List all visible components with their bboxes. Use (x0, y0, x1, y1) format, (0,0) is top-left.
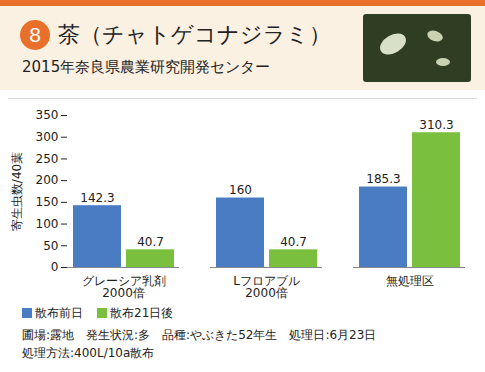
svg-text:185.3: 185.3 (366, 172, 400, 186)
svg-text:グレーシア乳剤2000倍: グレーシア乳剤2000倍 (82, 274, 166, 300)
svg-text:160: 160 (229, 183, 252, 197)
svg-text:250: 250 (36, 152, 59, 166)
svg-text:0: 0 (51, 260, 59, 274)
svg-text:50: 50 (43, 239, 58, 253)
html-text:処理方法:400L/10a散布: 処理方法:400L/10a散布 (22, 346, 155, 360)
html-text:8: 8 (29, 23, 41, 46)
svg-text:寄生虫数/40葉: 寄生虫数/40葉 (10, 152, 24, 231)
svg-text:40.7: 40.7 (280, 235, 307, 249)
svg-text:Lフロアブル2000倍: Lフロアブル2000倍 (233, 274, 300, 300)
svg-text:142.3: 142.3 (80, 191, 114, 205)
svg-text:310.3: 310.3 (419, 118, 453, 132)
svg-text:350: 350 (36, 108, 59, 122)
svg-text:200: 200 (36, 173, 59, 187)
svg-text:無処理区: 無処理区 (386, 274, 434, 288)
html-text:2015年奈良県農業研究開発センター: 2015年奈良県農業研究開発センター (22, 58, 271, 76)
svg-text:40.7: 40.7 (137, 235, 164, 249)
html-text:茶（チャトゲコナジラミ）: 茶（チャトゲコナジラミ） (58, 22, 331, 47)
html-text:散布前日: 散布前日 (35, 306, 83, 320)
svg-text:100: 100 (36, 217, 59, 231)
html-text:散布21日後: 散布21日後 (110, 306, 174, 320)
svg-text:150: 150 (36, 195, 59, 209)
svg-text:300: 300 (36, 130, 59, 144)
html-text:圃場:露地 発生状況:多 品種:やぶきた52年生 処理日:6: 圃場:露地 発生状況:多 品種:やぶきた52年生 処理日:6月23日 (22, 328, 377, 342)
